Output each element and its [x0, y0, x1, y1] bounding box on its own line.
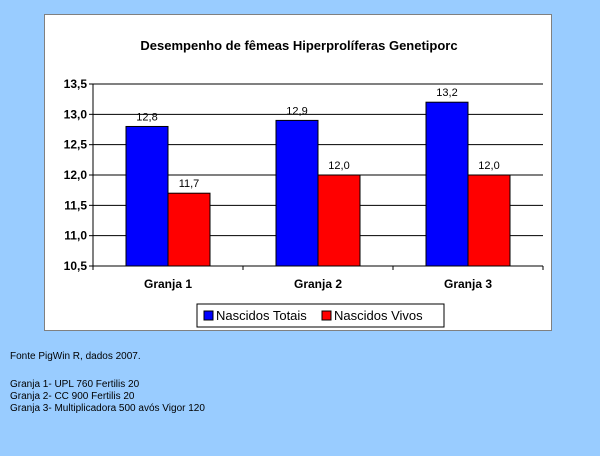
chart-title: Desempenho de fêmeas Hiperprolíferas Gen…	[140, 38, 457, 53]
y-tick-label: 12,0	[64, 168, 88, 182]
bar	[467, 174, 511, 267]
bar	[425, 101, 469, 267]
legend-box	[196, 303, 445, 328]
data-label: 13,2	[436, 87, 457, 99]
data-label: 12,9	[286, 105, 307, 117]
farm-note-1: Granja 1- UPL 760 Fertilis 20	[10, 379, 140, 390]
category-label: Granja 1	[144, 277, 192, 291]
farm-notes: Granja 1- UPL 760 Fertilis 20 Granja 2- …	[10, 379, 205, 415]
data-label: 12,0	[478, 160, 499, 172]
farm-note-3: Granja 3- Multiplicadora 500 avós Vigor …	[10, 403, 205, 414]
category-label: Granja 3	[444, 277, 492, 291]
y-tick-label: 13,0	[64, 107, 88, 121]
legend-label: Nascidos Vivos	[334, 308, 423, 323]
y-tick-label: 11,5	[64, 198, 87, 212]
legend-swatch	[321, 310, 332, 321]
bar	[167, 192, 211, 267]
bar	[275, 119, 319, 267]
chart-panel: Desempenho de fêmeas Hiperprolíferas Gen…	[44, 14, 552, 331]
y-tick-label: 13,5	[64, 77, 88, 91]
data-label: 11,7	[179, 178, 200, 190]
legend-swatch	[203, 310, 214, 321]
category-label: Granja 2	[294, 277, 342, 291]
y-tick-label: 10,5	[64, 259, 88, 273]
bar	[125, 125, 169, 267]
bar	[317, 174, 361, 267]
data-label: 12,0	[328, 160, 349, 172]
bar-chart: Desempenho de fêmeas Hiperprolíferas Gen…	[64, 38, 544, 328]
source-note: Fonte PigWin R, dados 2007.	[10, 351, 141, 362]
data-label: 12,8	[136, 111, 157, 123]
y-tick-label: 12,5	[64, 138, 88, 152]
legend-label: Nascidos Totais	[216, 308, 307, 323]
y-tick-label: 11,0	[64, 229, 87, 243]
farm-note-2: Granja 2- CC 900 Fertilis 20	[10, 391, 135, 402]
